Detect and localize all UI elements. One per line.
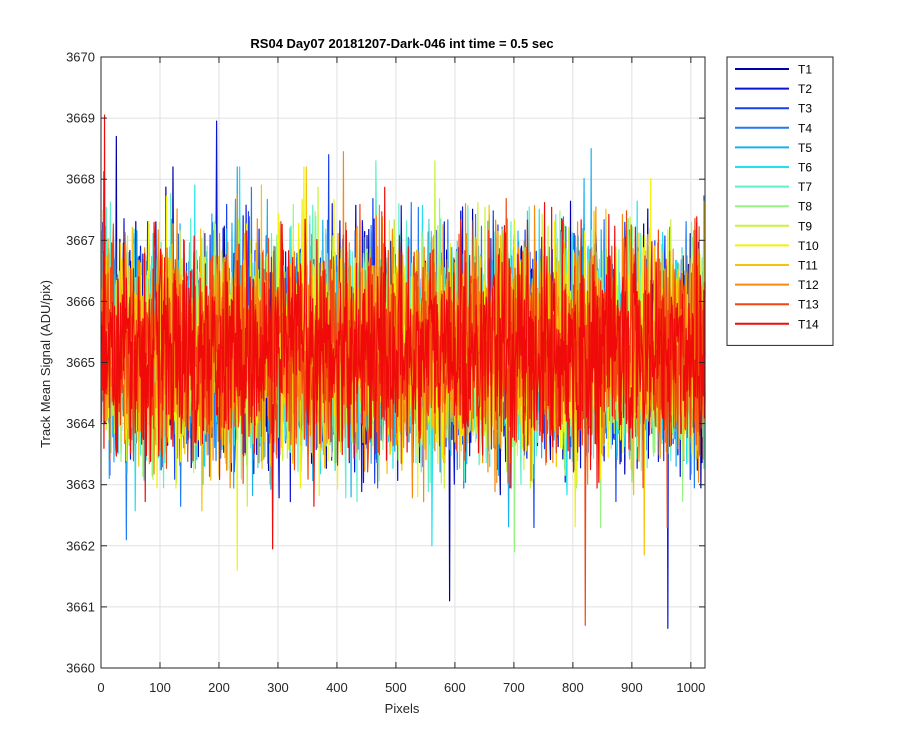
y-tick-label: 3661 (66, 599, 95, 614)
x-tick-label: 0 (97, 680, 104, 695)
y-axis-ticks: 3660 3661 3662 3663 3664 3665 3666 3667 3668 3669… (66, 50, 705, 676)
y-tick-label: 3664 (66, 416, 95, 431)
y-axis-label: Track Mean Signal (ADU/pix) (38, 280, 53, 448)
y-tick-label: 3670 (66, 50, 95, 65)
y-tick-label: 3666 (66, 294, 95, 309)
legend-label: T8 (798, 200, 812, 214)
x-tick-label: 900 (621, 680, 643, 695)
legend-label: T11 (798, 259, 818, 273)
y-tick-label: 3665 (66, 355, 95, 370)
legend-label: T1 (798, 63, 812, 77)
chart-title: RS04 Day07 20181207-Dark-046 int time = … (250, 36, 553, 51)
x-tick-label: 400 (326, 680, 348, 695)
x-tick-label: 800 (562, 680, 584, 695)
y-tick-label: 3660 (66, 661, 95, 676)
x-tick-label: 700 (503, 680, 525, 695)
legend: T1 T2 T3 T4 T5 T6 T7 T8 T9 T10 T11 T12 T13 T14 (726, 56, 834, 346)
legend-box (726, 56, 834, 346)
x-tick-label: 600 (444, 680, 466, 695)
legend-label: T7 (798, 180, 812, 194)
y-tick-label: 3667 (66, 233, 95, 248)
legend-label: T5 (798, 141, 812, 155)
y-tick-label: 3663 (66, 477, 95, 492)
y-tick-label: 3669 (66, 111, 95, 126)
x-axis-ticks: 0 100 200 300 400 500 600 700 800 900 1000 (97, 57, 705, 695)
legend-label: T10 (798, 239, 819, 253)
x-tick-label: 500 (385, 680, 407, 695)
x-tick-label: 200 (208, 680, 230, 695)
y-tick-label: 3668 (66, 172, 95, 187)
legend-label: T3 (798, 102, 812, 116)
x-tick-label: 300 (267, 680, 289, 695)
legend-label: T12 (798, 278, 819, 292)
legend-label: T13 (798, 298, 819, 312)
legend-label: T4 (798, 121, 812, 135)
series-lines (100, 114, 706, 629)
x-tick-label: 1000 (676, 680, 705, 695)
y-tick-label: 3662 (66, 538, 95, 553)
legend-label: T9 (798, 219, 812, 233)
legend-label: T14 (798, 317, 819, 331)
x-tick-label: 100 (149, 680, 171, 695)
series-line-t14 (100, 114, 706, 550)
x-axis-label: Pixels (385, 701, 420, 716)
legend-label: T6 (798, 161, 812, 175)
legend-label: T2 (798, 82, 812, 96)
